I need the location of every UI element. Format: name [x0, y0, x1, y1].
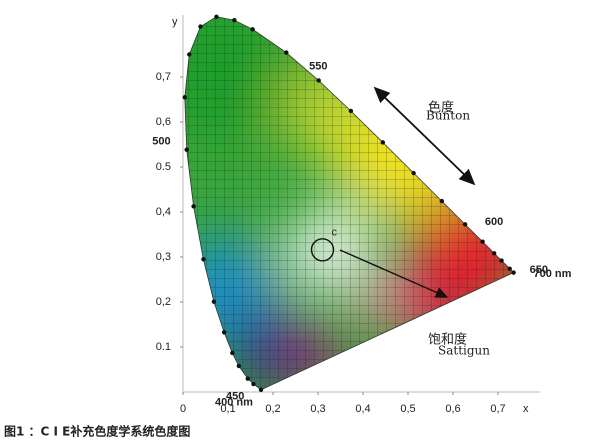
locus-point — [221, 330, 227, 335]
locus-point — [316, 78, 321, 83]
locus-point — [380, 140, 386, 145]
locus-point — [230, 350, 235, 356]
saturation-label-en: Sattigun — [438, 344, 490, 358]
x-tick-label: 0,6 — [445, 403, 460, 415]
locus-point — [480, 239, 485, 244]
locus-point — [245, 376, 250, 381]
locus-point — [284, 50, 289, 55]
wavelength-label: 450 — [226, 390, 244, 402]
caption: 图1 ：C I E补充色度学系统色度图 — [4, 424, 190, 439]
y-tick-label: 0,3 — [156, 251, 171, 263]
locus-point — [491, 251, 497, 256]
locus-point — [462, 222, 468, 227]
wavelength-label: 400 nm — [215, 397, 253, 409]
locus-point — [250, 27, 255, 32]
y-axis-label: y — [172, 16, 178, 28]
gamut-colors — [184, 16, 514, 390]
y-tick-label: 0.5 — [156, 161, 171, 173]
locus-point — [198, 24, 203, 29]
wavelength-label: 600 — [485, 216, 503, 228]
x-tick-label: 0,4 — [355, 403, 370, 415]
locus-point — [499, 258, 504, 263]
y-tick-label: 0,7 — [156, 71, 171, 83]
y-tick-label: 0,2 — [156, 296, 171, 308]
locus-point — [511, 270, 516, 275]
locus-point — [439, 198, 445, 204]
hue-arrow — [373, 86, 476, 186]
locus-point — [211, 299, 217, 304]
y-tick-label: 0.1 — [156, 341, 171, 353]
locus-point — [236, 363, 242, 369]
wavelength-label: 550 — [309, 60, 327, 72]
wavelength-label: 700 nm — [533, 268, 571, 280]
y-tick-label: 0,6 — [156, 116, 171, 128]
x-tick-label: 0,3 — [310, 403, 325, 415]
x-tick-label: 0,1 — [220, 403, 235, 415]
locus-point — [232, 18, 237, 23]
x-tick-label: 0,2 — [265, 403, 280, 415]
locus-point — [507, 266, 512, 271]
locus-point — [214, 14, 219, 19]
y-tick-label: 0,4 — [156, 206, 171, 218]
white-point — [310, 238, 335, 262]
wavelength-label: 650 — [530, 264, 548, 276]
hue-label-en: Bunton — [426, 109, 470, 123]
locus-point — [184, 147, 189, 152]
hue-label: 色度 — [428, 100, 454, 116]
x-tick-label: 0,7 — [490, 403, 505, 415]
locus-point — [191, 204, 196, 209]
x-tick-label: 0 — [180, 403, 186, 415]
locus-point — [201, 257, 206, 262]
saturation-label: 饱和度 — [428, 332, 467, 348]
locus-point — [251, 381, 256, 387]
saturation-arrow — [339, 249, 449, 298]
locus-point — [182, 95, 187, 100]
locus-point — [187, 52, 192, 57]
locus-point — [348, 108, 354, 114]
white-point-label: c — [332, 227, 338, 239]
wavelength-label: 500 — [152, 135, 170, 147]
locus-point — [411, 170, 416, 176]
locus-point — [258, 387, 264, 393]
x-tick-label: 0,5 — [400, 403, 415, 415]
x-axis-label: x — [523, 403, 529, 415]
